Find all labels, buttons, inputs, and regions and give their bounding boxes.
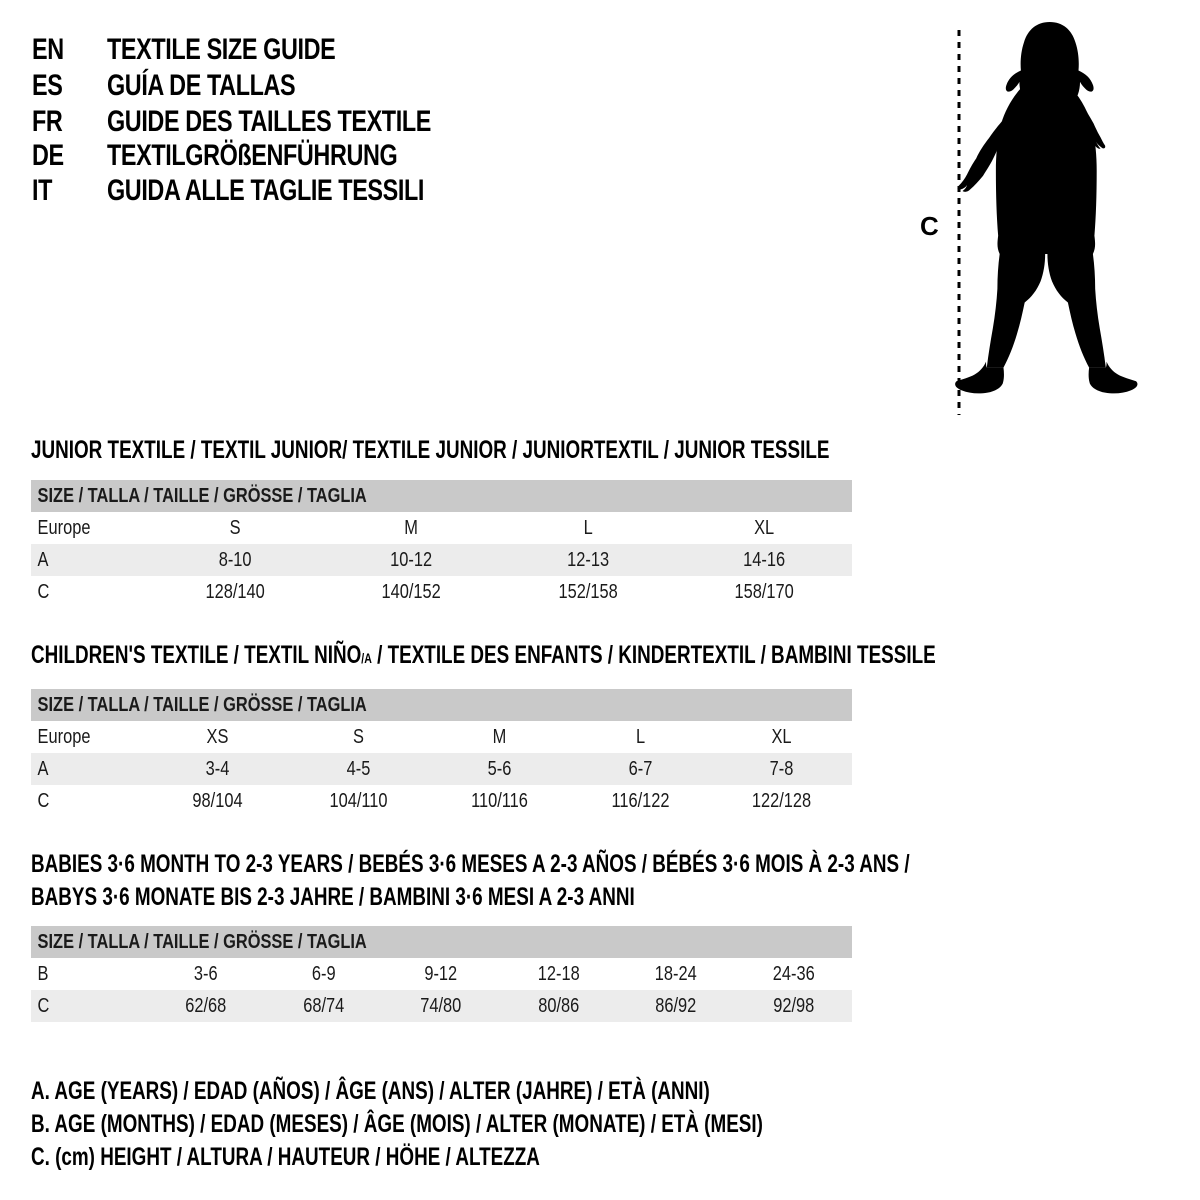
svg-text:C: C [920, 211, 939, 241]
